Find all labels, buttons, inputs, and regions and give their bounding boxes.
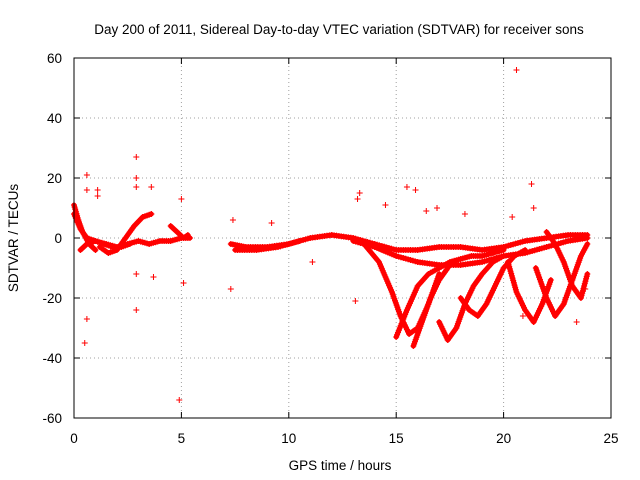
outlier-point <box>519 313 526 319</box>
outlier-point <box>382 202 389 208</box>
outlier-point <box>94 187 101 193</box>
outlier-point <box>133 271 140 277</box>
outlier-point <box>83 187 90 193</box>
x-axis-label: GPS time / hours <box>289 458 392 473</box>
y-tick-label: -40 <box>42 351 62 366</box>
outlier-point <box>133 175 140 181</box>
outlier-point <box>229 217 236 223</box>
outlier-point <box>180 280 187 286</box>
outlier-point <box>178 196 185 202</box>
outlier-point <box>133 184 140 190</box>
outlier-point <box>94 193 101 199</box>
outlier-point <box>354 196 361 202</box>
outlier-point <box>133 307 140 313</box>
outlier-point <box>148 184 155 190</box>
outlier-point <box>268 220 275 226</box>
outlier-point <box>83 172 90 178</box>
outlier-point <box>513 67 520 73</box>
y-tick-label: 20 <box>47 171 62 186</box>
data-point <box>500 253 507 259</box>
data-point <box>522 247 529 253</box>
outlier-point <box>309 259 316 265</box>
data-point <box>584 241 591 247</box>
outlier-point <box>133 154 140 160</box>
outlier-point <box>148 211 155 217</box>
y-tick-label: 60 <box>47 51 62 66</box>
outlier-point <box>423 208 430 214</box>
outlier-point <box>150 274 157 280</box>
data-point <box>183 233 190 239</box>
data-point <box>126 241 133 247</box>
outlier-point <box>461 211 468 217</box>
outlier-point <box>412 187 419 193</box>
axis-ticks: 0 5 10 15 20 25 -60 -40 -20 0 20 40 60 <box>42 51 618 446</box>
outlier-point <box>528 181 535 187</box>
x-tick-label: 15 <box>389 431 404 446</box>
x-tick-label: 5 <box>178 431 186 446</box>
data-point <box>584 235 591 241</box>
outlier-point <box>573 319 580 325</box>
x-tick-label: 25 <box>603 431 618 446</box>
y-tick-label: 40 <box>47 111 62 126</box>
data-point <box>296 238 303 244</box>
outlier-point <box>83 316 90 322</box>
outlier-point <box>530 205 537 211</box>
chart-title: Day 200 of 2011, Sidereal Day-to-day VTE… <box>94 22 584 37</box>
y-tick-label: -20 <box>42 291 62 306</box>
x-tick-label: 10 <box>281 431 296 446</box>
outlier-point <box>582 286 589 292</box>
outlier-point <box>403 184 410 190</box>
outlier-point <box>81 340 88 346</box>
data-points <box>71 67 591 403</box>
data-point <box>444 265 451 271</box>
outlier-point <box>227 286 234 292</box>
data-point <box>92 247 99 253</box>
y-tick-label: -60 <box>42 411 62 426</box>
outlier-point <box>356 190 363 196</box>
x-tick-label: 20 <box>496 431 511 446</box>
data-point <box>184 232 191 238</box>
outlier-point <box>434 205 441 211</box>
outlier-point <box>352 298 359 304</box>
x-tick-label: 0 <box>70 431 78 446</box>
outlier-point <box>176 397 183 403</box>
y-axis-label: SDTVAR / TECUs <box>6 184 21 293</box>
y-tick-label: 0 <box>54 231 62 246</box>
outlier-point <box>509 214 516 220</box>
data-point <box>584 271 591 277</box>
data-point <box>500 247 507 253</box>
data-point <box>547 277 554 283</box>
